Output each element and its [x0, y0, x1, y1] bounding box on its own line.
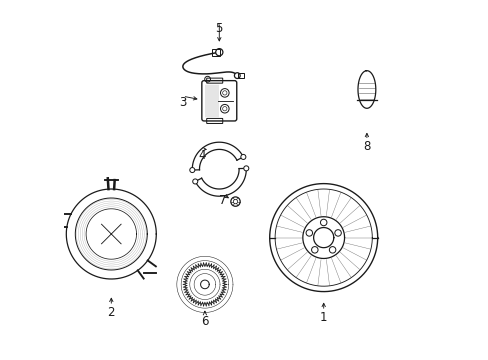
Text: 6: 6 — [201, 315, 208, 328]
Text: 2: 2 — [107, 306, 115, 319]
Circle shape — [234, 73, 240, 78]
Text: 3: 3 — [179, 96, 186, 109]
Text: 8: 8 — [363, 140, 370, 153]
Circle shape — [241, 154, 245, 159]
Circle shape — [244, 166, 248, 171]
Text: 1: 1 — [319, 311, 327, 324]
Circle shape — [189, 167, 194, 172]
Circle shape — [215, 49, 223, 56]
Circle shape — [192, 179, 197, 184]
Text: 7: 7 — [219, 194, 226, 207]
Text: 4: 4 — [198, 149, 205, 162]
Text: 5: 5 — [215, 22, 223, 35]
